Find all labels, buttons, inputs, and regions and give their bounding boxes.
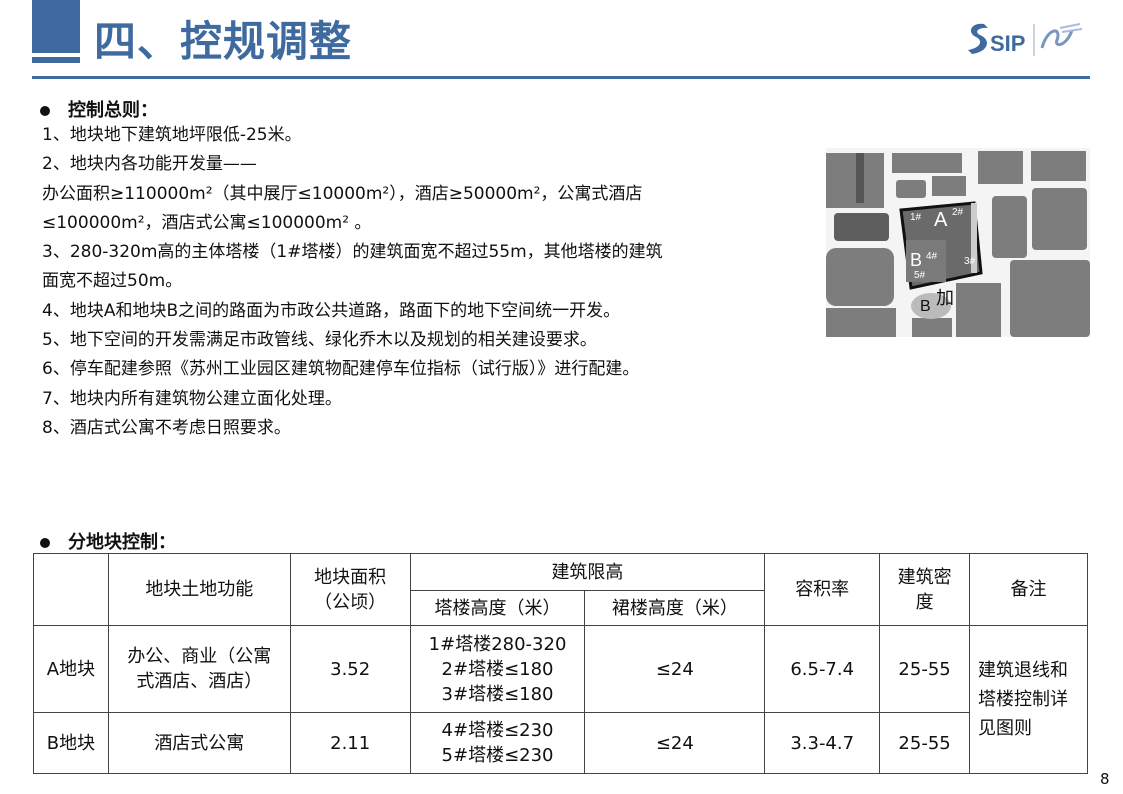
- floor-area-ratio: 6.5-7.4: [764, 625, 881, 713]
- header-land-function: 地块土地功能: [107, 553, 291, 626]
- building-density: 25-55: [879, 712, 971, 774]
- building-density: 25-55: [879, 625, 971, 713]
- section-control-principles: 控制总则：: [40, 96, 158, 122]
- sip-logo: SIP: [968, 23, 1083, 56]
- table-row: B地块 酒店式公寓 2.11 4#塔楼≤230 5#塔楼≤230 ≤24 3.3-…: [33, 712, 1088, 774]
- page-number: 8: [1100, 770, 1110, 788]
- table-row: A地块 办公、商业（公寓式酒店、酒店） 3.52 1#塔楼280-320 2#塔楼…: [33, 625, 1088, 774]
- header-tower-height: 塔楼高度（米）: [409, 590, 586, 626]
- floor-area-ratio: 3.3-4.7: [764, 712, 881, 774]
- site-map: A B 1# 2# 3# 4# 5# B 加: [826, 148, 1090, 337]
- plot-function: 办公、商业（公寓式酒店、酒店）: [107, 625, 291, 713]
- header-block: [32, 0, 80, 53]
- bullet-icon: [40, 538, 50, 548]
- list-item: ≤100000m²，酒店式公寓≤100000m² 。: [42, 212, 372, 233]
- tower-height: 1#塔楼280-320: [428, 633, 567, 655]
- list-item: 6、停车配建参照《苏州工业园区建筑物配建停车位指标（试行版）》进行配建。: [42, 359, 640, 380]
- section-title: 控制总则：: [68, 100, 158, 121]
- list-item: 面宽不超过50m。: [42, 271, 183, 292]
- plot-area: 2.11: [289, 712, 411, 774]
- header-density: 建筑密度: [879, 553, 971, 626]
- header-area: 地块面积（公顷）: [289, 553, 411, 626]
- list-item: 4、地块A和地块B之间的路面为市政公共道路，路面下的地下空间统一开发。: [42, 300, 621, 321]
- header-podium-height: 裙楼高度（米）: [584, 590, 766, 626]
- svg-text:加: 加: [936, 288, 954, 309]
- principles-list: 1、地块地下建筑地坪限低-25米。 2、地块内各功能开发量—— 办公面积≥110…: [42, 121, 663, 443]
- tower-height: 4#塔楼≤230: [441, 720, 554, 741]
- svg-text:4#: 4#: [926, 251, 938, 262]
- plot-control-table: 地块土地功能 地块面积（公顷） 建筑限高 容积率 建筑密度 备注 塔楼高度（米）…: [33, 553, 1088, 774]
- list-item: 7、地块内所有建筑物公建立面化处理。: [42, 388, 342, 409]
- page-title: 四、控规调整: [94, 17, 353, 66]
- podium-height: ≤24: [584, 625, 766, 713]
- header-height-limit: 建筑限高: [409, 553, 766, 591]
- list-item: 8、酒店式公寓不考虑日照要求。: [42, 417, 291, 438]
- header-note: 备注: [969, 553, 1088, 626]
- tower-height: 5#塔楼≤230: [441, 745, 554, 766]
- list-item: 5、地下空间的开发需满足市政管线、绿化乔木以及规划的相关建设要求。: [42, 330, 597, 351]
- bullet-icon: [40, 106, 50, 116]
- tower-heights: 4#塔楼≤230 5#塔楼≤230: [409, 712, 586, 774]
- tower-heights: 1#塔楼280-320 2#塔楼≤180 3#塔楼≤180: [409, 625, 586, 713]
- svg-text:3#: 3#: [964, 256, 976, 267]
- list-item: 3、280-320m高的主体塔楼（1#塔楼）的建筑面宽不超过55m，其他塔楼的建…: [42, 242, 663, 263]
- plot-name: B地块: [33, 712, 109, 774]
- header-far: 容积率: [764, 553, 881, 626]
- svg-text:1#: 1#: [910, 212, 922, 223]
- tower-height: 2#塔楼≤180: [441, 658, 554, 680]
- svg-text:B: B: [920, 298, 931, 315]
- svg-text:B: B: [910, 250, 922, 270]
- header-block-small: [32, 57, 80, 63]
- list-item: 办公面积≥110000m²（其中展厅≤10000m²），酒店≥50000m²，公…: [42, 183, 643, 204]
- plot-name: A地块: [33, 625, 109, 713]
- svg-text:5#: 5#: [914, 270, 926, 281]
- podium-height: ≤24: [584, 712, 766, 774]
- svg-text:2#: 2#: [952, 207, 964, 218]
- svg-text:A: A: [934, 209, 948, 231]
- header-divider: [32, 76, 1090, 79]
- plot-area: 3.52: [289, 625, 411, 713]
- list-item: 2、地块内各功能开发量——: [42, 154, 257, 175]
- section-title: 分地块控制：: [68, 532, 176, 553]
- svg-text:SIP: SIP: [990, 31, 1025, 56]
- tower-height: 3#塔楼≤180: [441, 683, 554, 705]
- header-blank: [33, 553, 109, 626]
- list-item: 1、地块地下建筑地坪限低-25米。: [42, 125, 302, 145]
- section-plot-control: 分地块控制：: [40, 528, 176, 554]
- note: 建筑退线和塔楼控制详见图则: [969, 625, 1088, 774]
- plot-function: 酒店式公寓: [107, 712, 291, 774]
